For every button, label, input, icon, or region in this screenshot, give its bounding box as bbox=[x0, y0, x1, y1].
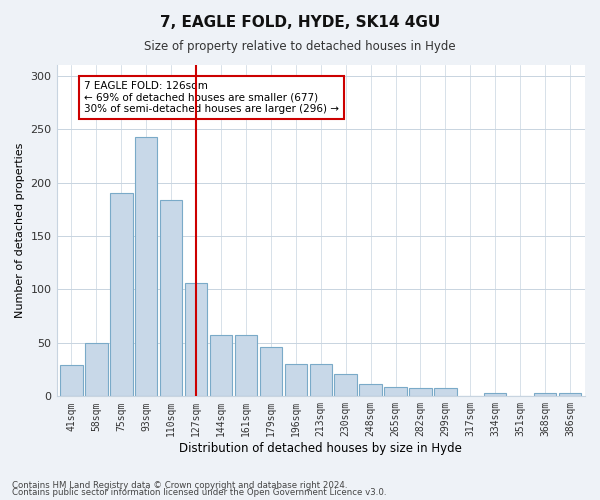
Bar bbox=[284, 364, 307, 396]
X-axis label: Distribution of detached houses by size in Hyde: Distribution of detached houses by size … bbox=[179, 442, 462, 455]
Bar bbox=[385, 386, 407, 396]
Text: Size of property relative to detached houses in Hyde: Size of property relative to detached ho… bbox=[144, 40, 456, 53]
Bar bbox=[85, 343, 107, 396]
Bar bbox=[484, 393, 506, 396]
Bar bbox=[409, 388, 431, 396]
Bar bbox=[334, 374, 357, 396]
Bar bbox=[260, 347, 282, 397]
Bar bbox=[310, 364, 332, 396]
Bar bbox=[210, 336, 232, 396]
Bar bbox=[534, 393, 556, 396]
Bar bbox=[135, 136, 157, 396]
Text: 7 EAGLE FOLD: 126sqm
← 69% of detached houses are smaller (677)
30% of semi-deta: 7 EAGLE FOLD: 126sqm ← 69% of detached h… bbox=[84, 81, 339, 114]
Bar bbox=[60, 366, 83, 396]
Text: 7, EAGLE FOLD, HYDE, SK14 4GU: 7, EAGLE FOLD, HYDE, SK14 4GU bbox=[160, 15, 440, 30]
Text: Contains public sector information licensed under the Open Government Licence v3: Contains public sector information licen… bbox=[12, 488, 386, 497]
Bar bbox=[110, 194, 133, 396]
Bar bbox=[559, 393, 581, 396]
Y-axis label: Number of detached properties: Number of detached properties bbox=[15, 143, 25, 318]
Bar bbox=[160, 200, 182, 396]
Bar bbox=[185, 283, 208, 397]
Bar bbox=[434, 388, 457, 396]
Bar bbox=[235, 336, 257, 396]
Text: Contains HM Land Registry data © Crown copyright and database right 2024.: Contains HM Land Registry data © Crown c… bbox=[12, 480, 347, 490]
Bar bbox=[359, 384, 382, 396]
